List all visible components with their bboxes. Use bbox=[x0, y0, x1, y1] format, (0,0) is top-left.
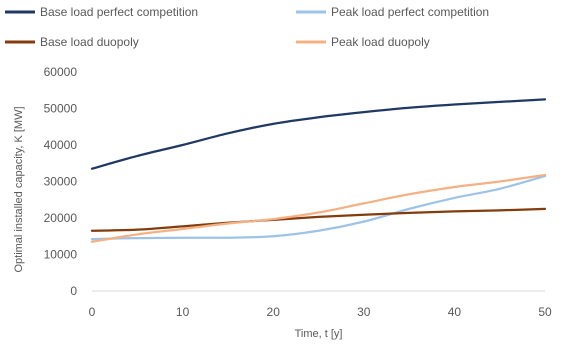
x-tick-label: 10 bbox=[176, 305, 190, 319]
series-line-peak-load-duopoly bbox=[90, 173, 547, 243]
legend-label-peak-load-duopoly: Peak load duopoly bbox=[331, 35, 430, 49]
y-tick-label: 20000 bbox=[44, 211, 78, 225]
x-tick-label: 20 bbox=[267, 305, 281, 319]
y-tick-label: 10000 bbox=[44, 248, 78, 262]
series-lines bbox=[90, 98, 547, 243]
x-tick-label: 30 bbox=[357, 305, 371, 319]
legend: Base load perfect competition Peak load … bbox=[5, 5, 489, 49]
legend-label-peak-load-perfect-competition: Peak load perfect competition bbox=[331, 5, 489, 19]
y-tick-label: 50000 bbox=[44, 102, 78, 116]
y-axis-title: Optimal installed capacity, K [MW] bbox=[13, 106, 25, 272]
x-tick-label: 50 bbox=[538, 305, 552, 319]
y-tick-label: 60000 bbox=[44, 65, 78, 79]
series-line-base-load-perfect-competition bbox=[90, 98, 547, 170]
series-line-peak-load-perfect-competition bbox=[90, 174, 547, 241]
legend-label-base-load-perfect-competition: Base load perfect competition bbox=[40, 5, 198, 19]
y-tick-label: 0 bbox=[70, 284, 77, 298]
y-tick-label: 40000 bbox=[44, 138, 78, 152]
x-tick-label: 0 bbox=[89, 305, 96, 319]
y-tick-labels: 0 10000 20000 30000 40000 50000 60000 bbox=[44, 65, 78, 298]
x-tick-label: 40 bbox=[448, 305, 462, 319]
series-line-base-load-duopoly bbox=[90, 207, 547, 232]
y-tick-label: 30000 bbox=[44, 175, 78, 189]
x-axis-title: Time, t [y] bbox=[295, 328, 343, 340]
x-tick-labels: 0 10 20 30 40 50 bbox=[89, 305, 552, 319]
legend-label-base-load-duopoly: Base load duopoly bbox=[40, 35, 139, 49]
